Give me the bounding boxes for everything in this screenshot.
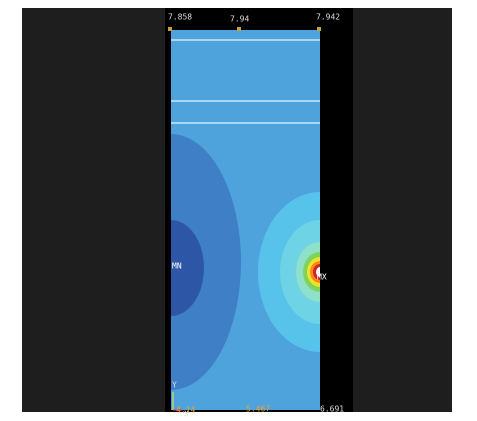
contour-band	[316, 267, 320, 277]
node-marker	[237, 27, 241, 31]
bottom-label: 4.14	[176, 406, 195, 415]
max-marker: MX	[317, 273, 327, 282]
node-marker	[168, 27, 172, 31]
contour-band	[171, 134, 241, 390]
contour-plot	[171, 30, 320, 410]
axis-label: X	[184, 410, 189, 419]
bottom-label: 5.467	[246, 405, 270, 414]
min-marker: MN	[172, 262, 182, 271]
node-marker	[317, 27, 321, 31]
contour-band	[171, 220, 204, 316]
bottom-label: 6.691	[320, 405, 344, 414]
top-label: 7.942	[316, 13, 340, 22]
top-label: 7.94	[230, 15, 249, 24]
axis-label: Y	[172, 381, 177, 390]
top-label: 7.858	[168, 13, 192, 22]
